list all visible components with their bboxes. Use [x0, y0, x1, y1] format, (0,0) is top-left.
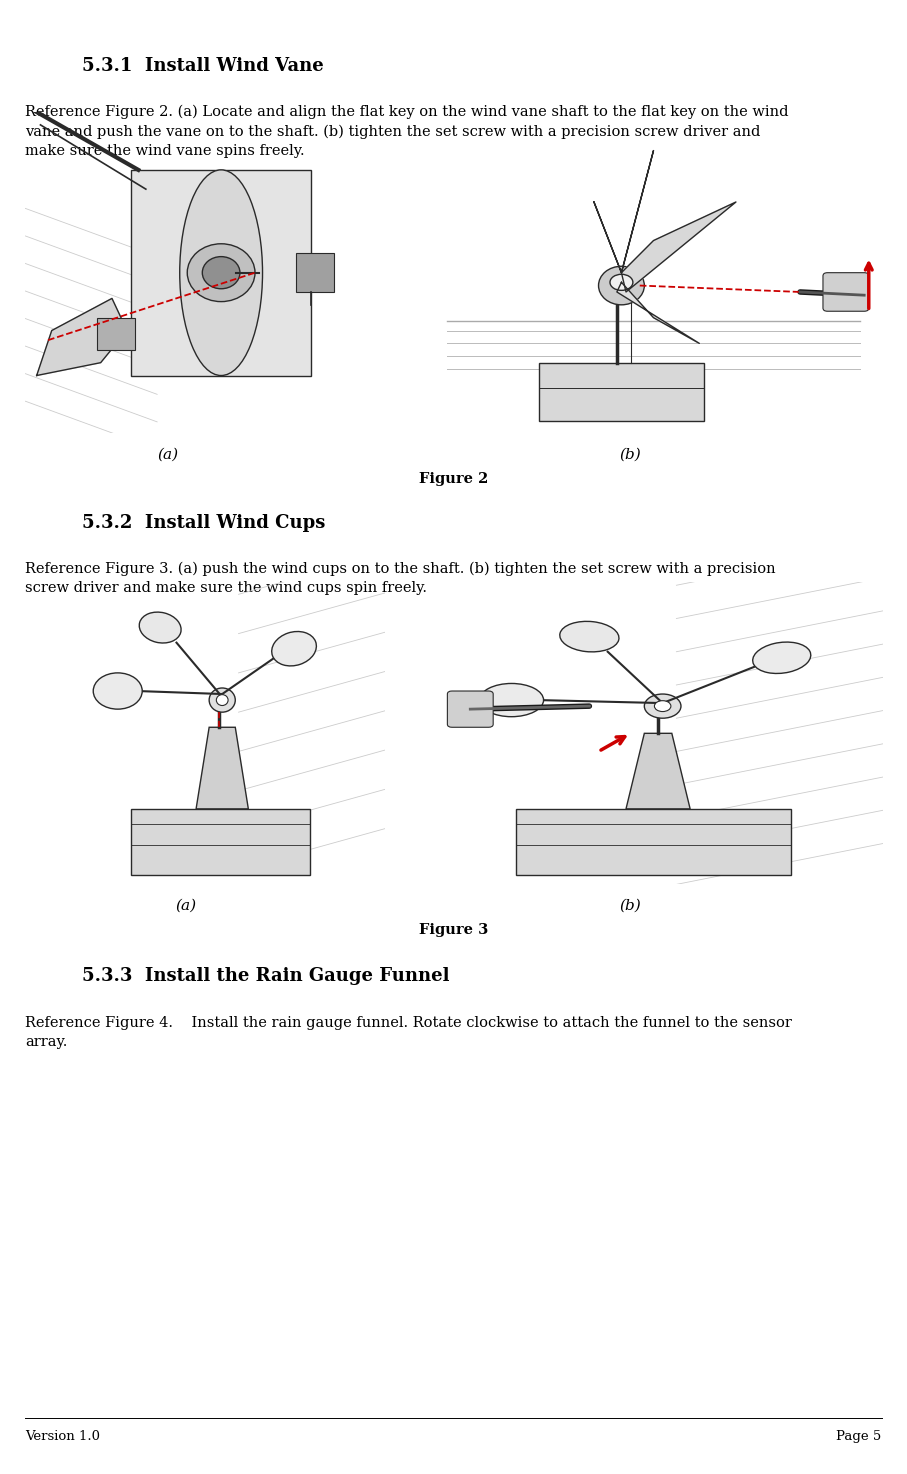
Text: Figure 3: Figure 3	[419, 923, 488, 936]
Text: Reference Figure 4.    Install the rain gauge funnel. Rotate clockwise to attach: Reference Figure 4. Install the rain gau…	[25, 1016, 793, 1048]
Circle shape	[217, 694, 228, 706]
Text: Reference Figure 3. (a) push the wind cups on to the shaft. (b) tighten the set : Reference Figure 3. (a) push the wind cu…	[25, 562, 776, 595]
Text: 5.3.1  Install Wind Vane: 5.3.1 Install Wind Vane	[82, 57, 324, 75]
FancyBboxPatch shape	[823, 273, 869, 311]
FancyBboxPatch shape	[97, 318, 134, 349]
Ellipse shape	[753, 643, 811, 674]
Text: (b): (b)	[619, 899, 641, 912]
Circle shape	[610, 274, 633, 290]
Ellipse shape	[599, 267, 644, 305]
Text: Figure 2: Figure 2	[419, 472, 488, 485]
Text: (a): (a)	[157, 448, 179, 461]
FancyBboxPatch shape	[297, 254, 334, 292]
Text: 5.3.3  Install the Rain Gauge Funnel: 5.3.3 Install the Rain Gauge Funnel	[82, 967, 449, 985]
Ellipse shape	[93, 674, 142, 709]
Ellipse shape	[272, 631, 317, 666]
Polygon shape	[594, 150, 653, 273]
Text: 5.3.2  Install Wind Cups: 5.3.2 Install Wind Cups	[82, 514, 325, 532]
Text: Version 1.0: Version 1.0	[25, 1430, 101, 1443]
Ellipse shape	[180, 170, 262, 376]
Polygon shape	[196, 727, 249, 809]
Ellipse shape	[140, 612, 181, 643]
Circle shape	[187, 243, 255, 302]
Circle shape	[644, 694, 681, 718]
FancyBboxPatch shape	[131, 170, 311, 376]
Text: Page 5: Page 5	[836, 1430, 882, 1443]
Polygon shape	[36, 298, 127, 376]
Ellipse shape	[560, 622, 619, 652]
Circle shape	[202, 256, 240, 289]
Text: (a): (a)	[175, 899, 197, 912]
Polygon shape	[617, 283, 699, 343]
Ellipse shape	[480, 684, 543, 716]
FancyBboxPatch shape	[516, 809, 791, 876]
Text: Reference Figure 2. (a) Locate and align the flat key on the wind vane shaft to : Reference Figure 2. (a) Locate and align…	[25, 105, 789, 158]
Polygon shape	[626, 734, 690, 809]
Circle shape	[210, 688, 235, 712]
Text: (b): (b)	[619, 448, 641, 461]
FancyBboxPatch shape	[131, 809, 310, 876]
FancyBboxPatch shape	[447, 691, 493, 727]
Polygon shape	[621, 202, 736, 292]
FancyBboxPatch shape	[539, 363, 704, 420]
Circle shape	[655, 700, 671, 712]
